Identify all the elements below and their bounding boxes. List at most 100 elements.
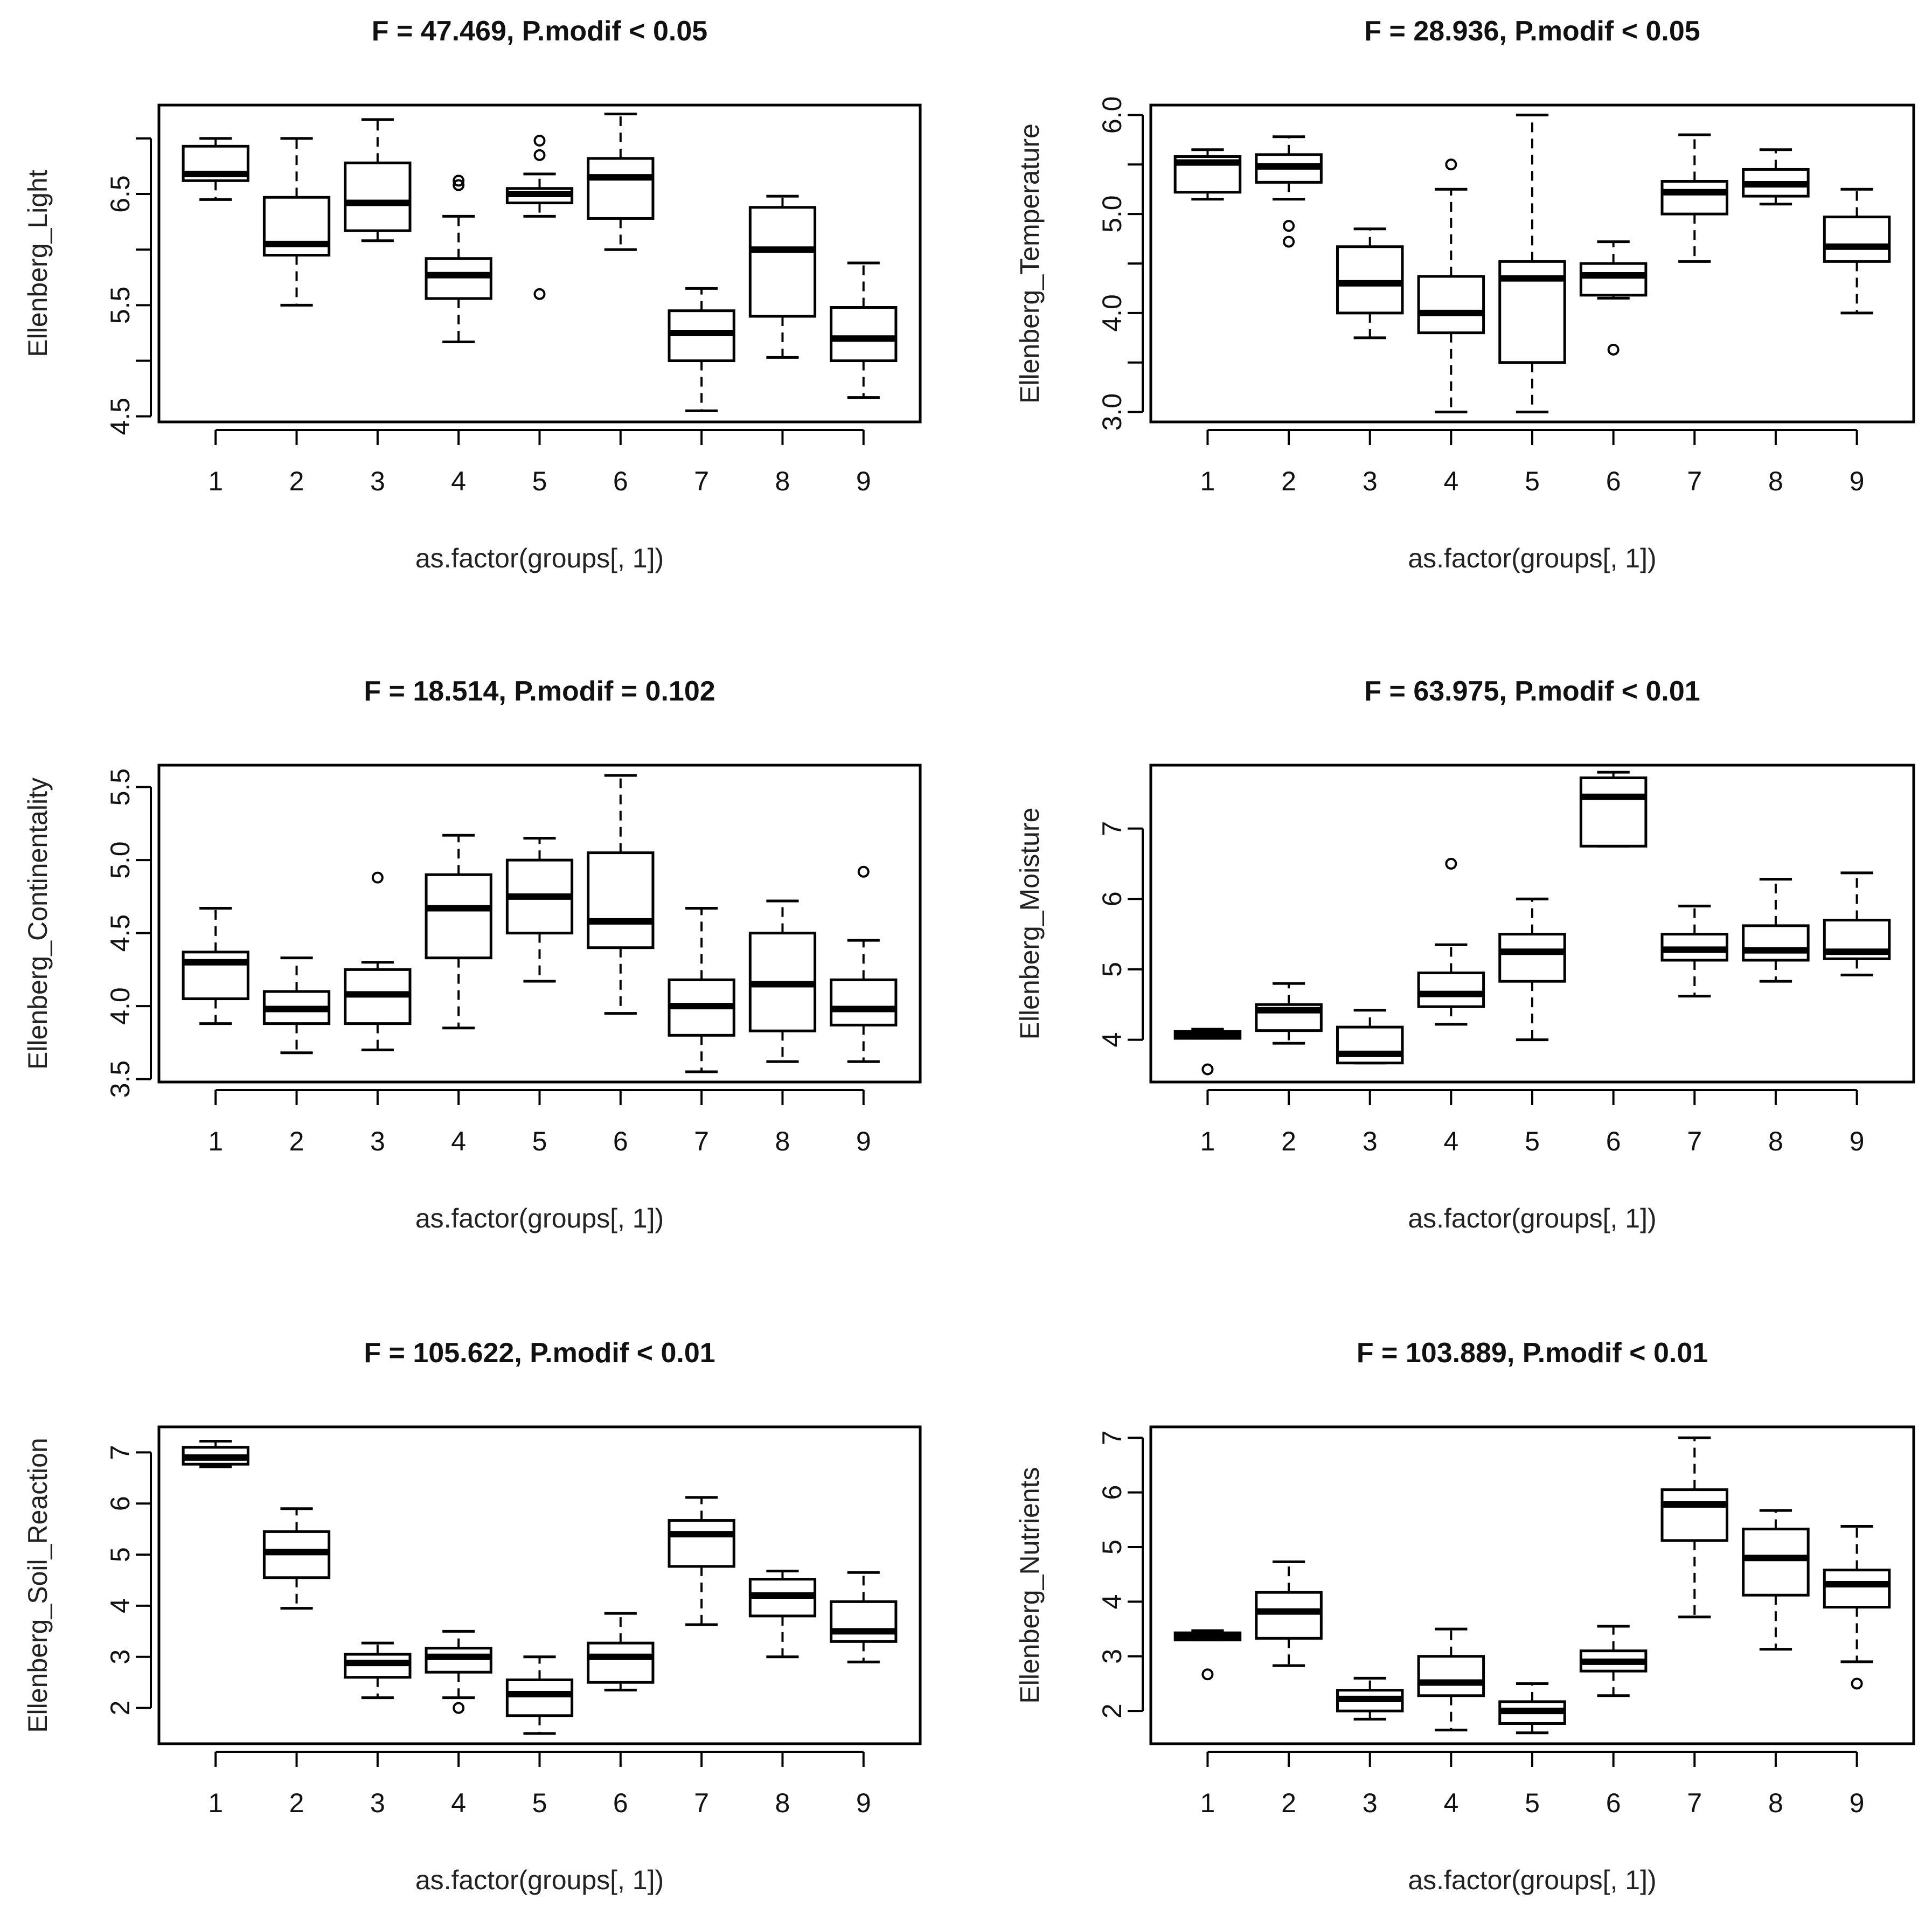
box-iqr (587, 157, 655, 220)
x-tick-label-continentality-9: 9 (856, 1126, 871, 1156)
x-tick-label-continentality-4: 4 (451, 1126, 466, 1156)
panel-ellenberg-soil-reaction: F = 105.622, P.modif < 0.01 1 2 3 4 5 6 7 8 9 as.f… (23, 1337, 922, 1895)
box-iqr (1336, 1025, 1404, 1065)
box-light-1 (182, 137, 249, 201)
y-tick-label-nutrients-5: 7 (1097, 1430, 1127, 1445)
y-axis-label-soil-reaction: Ellenberg_Soil_Reaction (23, 1438, 53, 1733)
box-iqr (1417, 1655, 1485, 1697)
box-nutrients-9 (1823, 1525, 1891, 1690)
box-continentality-7 (668, 907, 735, 1073)
x-tick-label-light-5: 5 (532, 466, 547, 496)
box-nutrients-7 (1660, 1436, 1729, 1619)
outlier-point-0 (533, 288, 546, 300)
y-tick-label-light-2: 5.5 (105, 287, 135, 324)
box-iqr (1823, 216, 1891, 263)
box-temperature-7 (1660, 133, 1729, 263)
box-iqr (1417, 971, 1485, 1008)
x-tick-label-soil-reaction-7: 7 (694, 1788, 709, 1818)
box-iqr (425, 873, 492, 960)
x-tick-label-moisture-4: 4 (1443, 1126, 1458, 1156)
y-tick-label-light-4: 6.5 (105, 175, 135, 213)
plot-frame-moisture (1149, 764, 1915, 1084)
box-moisture-7 (1660, 904, 1729, 998)
box-soil-reaction-4 (425, 1629, 492, 1714)
x-tick-label-temperature-3: 3 (1363, 466, 1378, 496)
box-moisture-8 (1742, 878, 1810, 983)
x-tick-label-moisture-9: 9 (1850, 1126, 1865, 1156)
y-axis-label-continentality: Ellenberg_Continentality (23, 778, 53, 1070)
box-continentality-2 (262, 956, 331, 1055)
x-tick-label-nutrients-7: 7 (1687, 1788, 1702, 1818)
panel-title-continentality: F = 18.514, P.modif = 0.102 (364, 676, 715, 707)
box-iqr (830, 1600, 898, 1643)
x-tick-label-continentality-3: 3 (370, 1126, 385, 1156)
y-tick-label-temperature-6: 6.0 (1097, 96, 1127, 134)
plot-frame-continentality (157, 764, 922, 1084)
box-iqr (830, 978, 898, 1027)
panel-title-moisture: F = 63.975, P.modif < 0.01 (1364, 676, 1700, 707)
x-tick-label-soil-reaction-9: 9 (856, 1788, 871, 1818)
panel-ellenberg-nutrients: F = 103.889, P.modif < 0.01 1 2 3 4 5 6 7 8 9 as.f… (1014, 1337, 1915, 1895)
y-tick-label-nutrients-2: 4 (1097, 1594, 1127, 1610)
box-moisture-9 (1823, 871, 1891, 976)
x-tick-label-light-6: 6 (613, 466, 628, 496)
box-soil-reaction-3 (344, 1641, 412, 1700)
box-soil-reaction-9 (830, 1571, 898, 1663)
y-tick-label-moisture-0: 4 (1097, 1032, 1127, 1048)
y-tick-label-moisture-1: 5 (1097, 962, 1127, 977)
panel-title-light: F = 47.469, P.modif < 0.05 (372, 16, 707, 47)
box-iqr (748, 206, 817, 318)
y-tick-label-soil-reaction-5: 7 (105, 1445, 135, 1460)
x-tick-label-continentality-6: 6 (613, 1126, 628, 1156)
box-light-3 (344, 118, 412, 242)
y-tick-label-soil-reaction-4: 6 (105, 1496, 135, 1511)
box-temperature-6 (1579, 240, 1648, 356)
box-iqr (344, 161, 412, 232)
box-nutrients-1 (1173, 1629, 1242, 1681)
y-tick-label-continentality-2: 4.5 (105, 914, 135, 952)
box-iqr (587, 851, 655, 949)
x-axis-label-continentality: as.factor(groups[, 1]) (415, 1203, 664, 1233)
x-tick-label-light-4: 4 (451, 466, 466, 496)
x-tick-label-continentality-5: 5 (532, 1126, 547, 1156)
y-tick-label-soil-reaction-1: 3 (105, 1649, 135, 1665)
box-iqr (587, 1641, 655, 1684)
x-tick-label-nutrients-2: 2 (1281, 1788, 1296, 1818)
x-tick-label-moisture-2: 2 (1281, 1126, 1296, 1156)
x-tick-label-soil-reaction-6: 6 (613, 1788, 628, 1818)
panel-ellenberg-moisture: F = 63.975, P.modif < 0.01 1 2 3 4 5 6 7 8 9 as.fa… (1014, 676, 1915, 1233)
x-tick-label-soil-reaction-3: 3 (370, 1788, 385, 1818)
box-moisture-5 (1498, 897, 1566, 1042)
y-tick-label-soil-reaction-3: 5 (105, 1547, 135, 1562)
outlier-point-0 (857, 865, 870, 878)
x-tick-label-soil-reaction-4: 4 (451, 1788, 466, 1818)
x-axis-label-nutrients: as.factor(groups[, 1]) (1408, 1865, 1656, 1895)
box-iqr (1255, 1591, 1323, 1640)
box-continentality-9 (830, 865, 898, 1063)
x-axis-label-temperature: as.factor(groups[, 1]) (1408, 543, 1656, 573)
box-soil-reaction-7 (668, 1496, 735, 1626)
y-tick-label-temperature-2: 4.0 (1097, 294, 1127, 332)
x-tick-label-continentality-1: 1 (208, 1126, 223, 1156)
x-tick-label-soil-reaction-2: 2 (289, 1788, 304, 1818)
box-temperature-5 (1498, 113, 1566, 414)
outlier-point-0 (1283, 235, 1295, 248)
box-nutrients-8 (1742, 1509, 1810, 1651)
x-tick-label-nutrients-5: 5 (1525, 1788, 1540, 1818)
box-iqr (1579, 262, 1648, 297)
box-temperature-4 (1417, 158, 1485, 414)
x-tick-label-moisture-8: 8 (1768, 1126, 1783, 1156)
x-tick-label-moisture-7: 7 (1687, 1126, 1702, 1156)
x-tick-label-moisture-5: 5 (1525, 1126, 1540, 1156)
panel-ellenberg-temperature: F = 28.936, P.modif < 0.05 1 2 3 4 5 6 7 8 9 as.fa… (1014, 16, 1915, 573)
y-tick-label-nutrients-3: 5 (1097, 1540, 1127, 1555)
box-light-9 (830, 261, 898, 399)
x-tick-label-moisture-3: 3 (1363, 1126, 1378, 1156)
x-tick-label-light-3: 3 (370, 466, 385, 496)
box-light-7 (668, 287, 735, 412)
outlier-point-2 (533, 135, 546, 147)
box-moisture-2 (1255, 982, 1323, 1045)
box-iqr (1417, 275, 1485, 335)
y-tick-label-nutrients-1: 3 (1097, 1649, 1127, 1664)
